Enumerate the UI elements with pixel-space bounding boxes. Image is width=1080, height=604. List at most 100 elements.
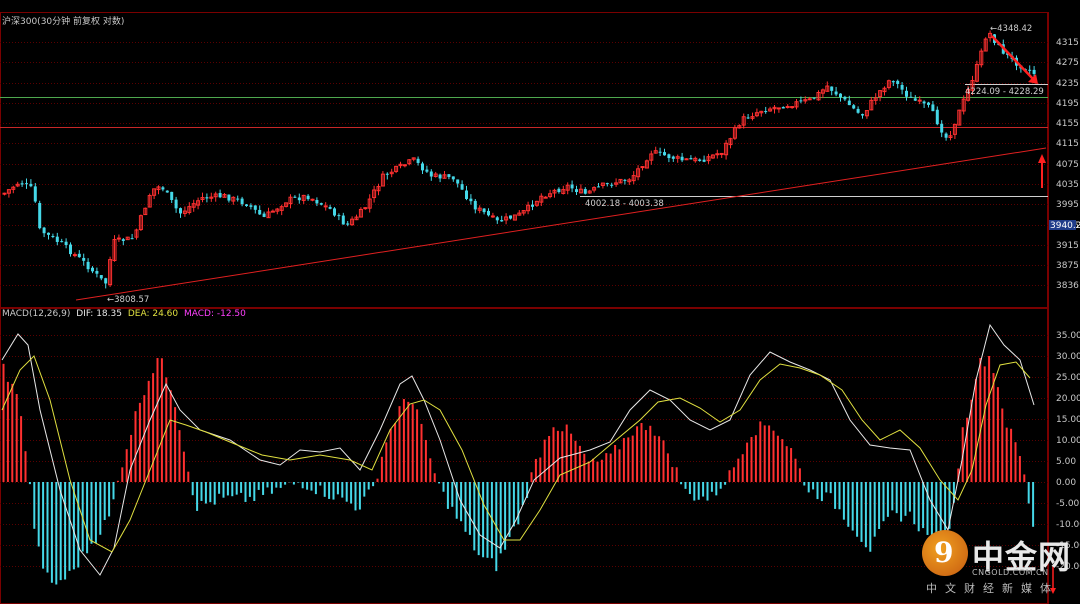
candle-body (509, 215, 512, 219)
candle-body (165, 190, 169, 193)
candle (768, 106, 773, 112)
candle-body (205, 197, 209, 199)
candle (367, 194, 372, 213)
candle (623, 178, 627, 185)
candle (509, 215, 512, 220)
candle-body (952, 123, 957, 135)
candle (328, 204, 332, 210)
current-price-tag-bg (1049, 220, 1076, 230)
candle-body (429, 171, 433, 177)
candle (86, 258, 90, 273)
candle-body (245, 204, 248, 207)
candle (706, 153, 711, 164)
candle (680, 152, 684, 163)
candle-body (768, 108, 773, 112)
candle-body (438, 174, 442, 179)
candle-body (583, 189, 587, 194)
candle (227, 194, 231, 203)
candle (358, 207, 363, 218)
candle-body (82, 257, 86, 261)
candle-body (983, 38, 988, 52)
candle-body (174, 199, 178, 209)
candle-body (376, 186, 381, 192)
candle (179, 207, 182, 218)
candle-body (706, 156, 711, 162)
candle (451, 176, 455, 182)
candle-body (623, 179, 627, 181)
candle-body (200, 197, 205, 200)
candle (301, 194, 306, 204)
candle (689, 155, 693, 160)
candle-body (258, 209, 262, 215)
macd-tick-label: 25.00 (1056, 373, 1080, 383)
candle-body (974, 63, 979, 82)
candle (460, 180, 464, 191)
range-annotation-upper: 4224.09 - 4228.29 (965, 87, 1044, 97)
candle-body (531, 204, 534, 207)
candle-body (830, 86, 834, 91)
price-tick-label: 3875 (1056, 261, 1079, 271)
candle-body (29, 183, 33, 187)
candle-body (886, 80, 891, 88)
candle (213, 191, 218, 202)
candle-body (961, 98, 966, 112)
candle-body (935, 109, 939, 125)
candle-body (367, 198, 372, 209)
candle (952, 123, 957, 140)
candle (333, 207, 336, 217)
candle (288, 194, 293, 209)
candle (25, 178, 28, 189)
candle-body (469, 198, 473, 202)
candle-body (1028, 69, 1032, 71)
candle (323, 202, 328, 211)
candle (504, 213, 509, 225)
candle (618, 178, 623, 184)
candle (134, 228, 139, 240)
candle-body (187, 206, 192, 213)
candle-body (86, 261, 90, 270)
candle-body (873, 97, 878, 101)
small-down-arrow-head (1050, 588, 1056, 594)
candle-body (878, 90, 883, 98)
candle-body (653, 150, 658, 154)
candle-body (33, 186, 37, 202)
candle-body (966, 89, 971, 101)
candle (143, 207, 148, 216)
candle-body (147, 195, 152, 208)
candle (447, 174, 451, 180)
candle-body (465, 190, 468, 199)
candle-body (820, 89, 825, 94)
candle (948, 130, 953, 141)
candle (72, 252, 77, 258)
dea-line (1, 355, 1031, 553)
candle (482, 208, 486, 215)
candle-body (60, 241, 64, 243)
candle (196, 197, 201, 210)
candle (517, 210, 522, 216)
candle-body (354, 216, 359, 221)
candle-body (543, 196, 548, 199)
candle-body (790, 106, 795, 109)
candle (262, 211, 266, 218)
candle-body (504, 216, 509, 221)
candle (174, 196, 178, 213)
candle-body (112, 239, 117, 261)
candle-body (51, 235, 55, 237)
candle (886, 79, 891, 90)
candle (636, 165, 641, 181)
macd-tick-label: 10.00 (1056, 436, 1080, 446)
candle-body (710, 154, 715, 159)
candle-body (905, 90, 908, 97)
candle (732, 124, 737, 140)
candle (442, 171, 447, 179)
candle (389, 168, 394, 178)
candle-body (1032, 69, 1036, 74)
dif-line (1, 323, 1035, 576)
candle-body (398, 163, 403, 167)
candle-body (746, 117, 750, 119)
logo-mark: 9 (922, 530, 968, 576)
candle (917, 96, 922, 105)
candle-body (341, 215, 345, 225)
candle-body (839, 93, 842, 98)
candle (170, 191, 174, 203)
